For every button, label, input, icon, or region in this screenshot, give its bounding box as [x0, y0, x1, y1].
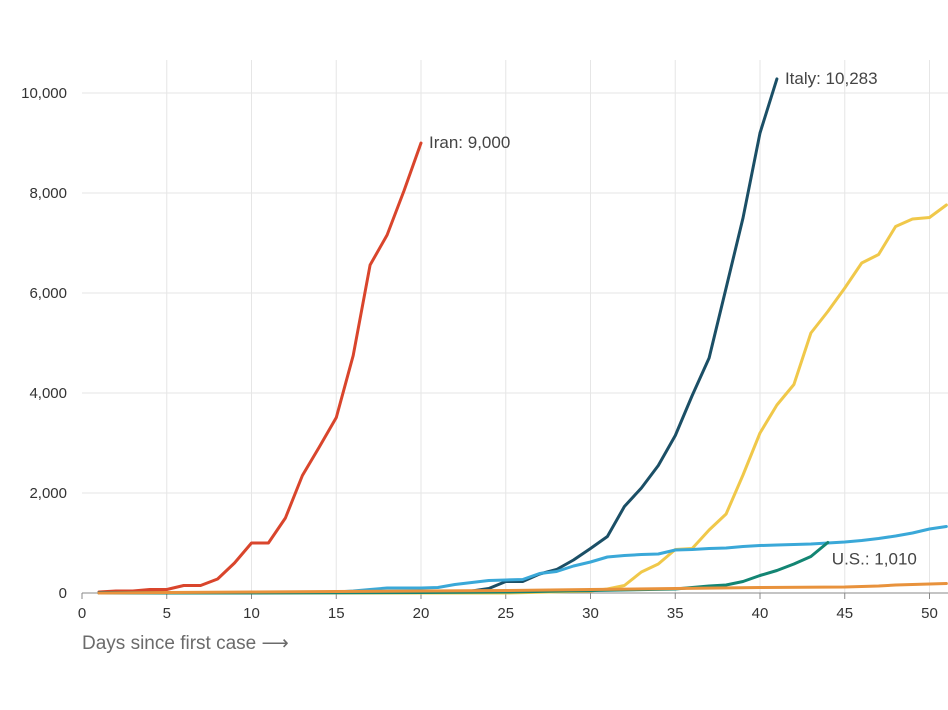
grid-lines [81, 60, 948, 599]
x-tick-label: 0 [78, 605, 86, 622]
series-label-u-s: U.S.: 1,010 [832, 550, 917, 569]
x-tick-label: 40 [752, 605, 769, 622]
y-tick-label: 4,000 [29, 385, 67, 402]
series-line-series-4 [97, 525, 948, 595]
x-tick-label: 5 [163, 605, 171, 622]
series-labels: Iran: 9,000 Italy: 10,283 U.S.: 1,010 [429, 69, 917, 569]
y-tick-label: 2,000 [29, 485, 67, 502]
x-tick-label: 45 [836, 605, 853, 622]
x-tick-label: 15 [328, 605, 345, 622]
x-tick-label: 30 [582, 605, 599, 622]
series-label-iran: Iran: 9,000 [429, 133, 510, 152]
x-tick-label: 50 [921, 605, 938, 622]
x-tick-label: 20 [413, 605, 430, 622]
y-tick-label: 10,000 [21, 85, 67, 102]
x-tick-label: 35 [667, 605, 684, 622]
y-axis: 0 2,000 4,000 6,000 8,000 10,000 [21, 85, 67, 602]
y-tick-label: 0 [59, 585, 67, 602]
x-tick-label: 25 [497, 605, 514, 622]
series-lines [97, 77, 948, 595]
x-axis-title: Days since first case ⟶ [82, 633, 289, 654]
series-line-series-6 [97, 582, 948, 595]
x-axis: 0 5 10 15 20 25 30 35 40 45 50 [78, 605, 938, 622]
series-line-u-s [97, 541, 830, 595]
x-tick-label: 10 [243, 605, 260, 622]
y-tick-label: 6,000 [29, 285, 67, 302]
series-label-italy: Italy: 10,283 [785, 69, 878, 88]
y-tick-label: 8,000 [29, 185, 67, 202]
series-line-series-3 [97, 203, 948, 595]
series-line-iran [97, 141, 423, 594]
